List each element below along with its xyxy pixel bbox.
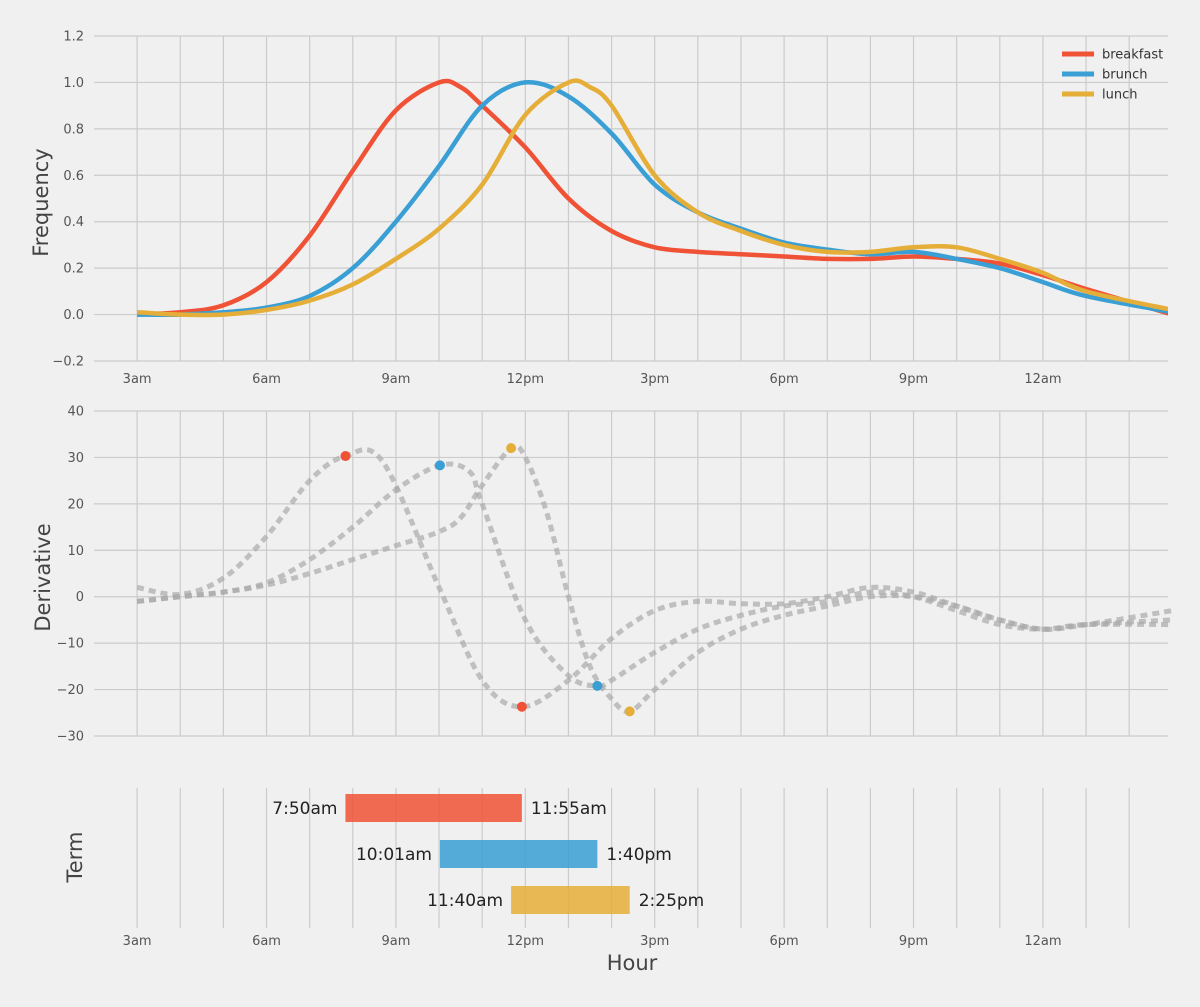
- term-bar-brunch: [439, 840, 598, 868]
- legend-label-breakfast: breakfast: [1102, 48, 1163, 63]
- x-tick-label: 9pm: [899, 934, 928, 949]
- term-end-label: 11:55am: [531, 799, 607, 819]
- x-tick-label: 6pm: [770, 934, 799, 949]
- extremum-marker-breakfast: [340, 451, 351, 462]
- x-tick-label: 6am: [252, 934, 281, 949]
- x-tick-label: 3am: [123, 934, 152, 949]
- x-tick-label: 12am: [1024, 372, 1061, 387]
- x-tick-label: 6am: [252, 372, 281, 387]
- legend-label-lunch: lunch: [1102, 88, 1137, 103]
- term-bar-lunch: [511, 886, 630, 914]
- term-start-label: 7:50am: [272, 799, 337, 819]
- y-tick-label: 0.4: [63, 215, 84, 230]
- x-tick-label: 9am: [381, 934, 410, 949]
- y-tick-label: 30: [67, 451, 84, 466]
- y-tick-label: 40: [67, 405, 84, 420]
- y-tick-label: 0.0: [63, 308, 84, 323]
- x-tick-label: 3am: [123, 372, 152, 387]
- x-tick-label: 12am: [1024, 934, 1061, 949]
- y-axis-label: Term: [63, 832, 87, 884]
- x-tick-label: 3pm: [640, 934, 669, 949]
- y-tick-label: −10: [57, 637, 84, 652]
- extremum-marker-brunch: [434, 460, 445, 471]
- term-bar-breakfast: [345, 794, 522, 822]
- y-tick-label: −0.2: [52, 355, 84, 370]
- legend-label-brunch: brunch: [1102, 68, 1147, 83]
- x-tick-label: 9am: [381, 372, 410, 387]
- derivative-line-breakfast: [136, 447, 1173, 710]
- derivative-line-lunch: [136, 443, 1173, 715]
- y-tick-label: 20: [67, 497, 84, 512]
- x-tick-label: 6pm: [770, 372, 799, 387]
- term-end-label: 1:40pm: [606, 845, 672, 865]
- term-start-label: 10:01am: [356, 845, 432, 865]
- series-line-lunch: [137, 78, 1168, 318]
- extremum-marker-lunch: [506, 443, 517, 454]
- y-axis-label: Frequency: [29, 148, 53, 257]
- y-tick-label: 0.6: [63, 169, 84, 184]
- extremum-marker-lunch: [624, 706, 635, 717]
- x-tick-label: 12pm: [507, 934, 544, 949]
- y-tick-label: −20: [57, 683, 84, 698]
- term-start-label: 11:40am: [427, 891, 503, 911]
- term-end-label: 2:25pm: [639, 891, 705, 911]
- x-axis-label: Hour: [607, 951, 658, 975]
- y-tick-label: 1.0: [63, 76, 84, 91]
- y-tick-label: −30: [57, 730, 84, 745]
- x-tick-label: 12pm: [507, 372, 544, 387]
- x-tick-label: 9pm: [899, 372, 928, 387]
- y-axis-label: Derivative: [31, 523, 55, 631]
- y-tick-label: 0: [76, 590, 84, 605]
- x-tick-label: 3pm: [640, 372, 669, 387]
- series-line-brunch: [137, 79, 1168, 318]
- extremum-marker-breakfast: [516, 701, 527, 712]
- y-tick-label: 0.8: [63, 122, 84, 137]
- y-tick-label: 0.2: [63, 262, 84, 277]
- y-tick-label: 1.2: [63, 30, 84, 45]
- y-tick-label: 10: [67, 544, 84, 559]
- extremum-marker-brunch: [592, 680, 603, 691]
